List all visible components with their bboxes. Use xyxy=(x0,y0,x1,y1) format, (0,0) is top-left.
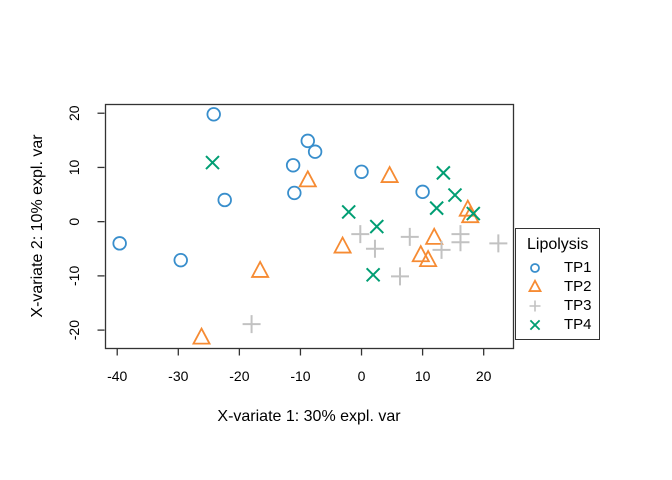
triangle-up-icon xyxy=(527,278,543,292)
point-tp2 xyxy=(191,326,212,345)
point-tp3 xyxy=(432,240,451,259)
x-icon xyxy=(529,319,541,330)
y-tick-label: -10 xyxy=(66,266,82,286)
point-tp3 xyxy=(365,239,384,258)
plot-border xyxy=(104,103,515,350)
point-tp1 xyxy=(287,185,302,201)
plus-icon xyxy=(529,300,541,311)
legend-plus-glyph xyxy=(529,300,541,311)
legend-title: Lipolysis xyxy=(527,236,589,253)
legend-item-label: TP3 xyxy=(564,297,592,314)
legend-circle-glyph xyxy=(530,262,540,273)
point-tp1 xyxy=(173,252,188,268)
legend-item-label: TP2 xyxy=(564,278,592,295)
legend-triangle-up-glyph xyxy=(527,278,543,292)
point-tp1 xyxy=(300,133,315,149)
y-tick-label: 10 xyxy=(66,159,82,175)
legend-item-tp1: TP1 xyxy=(516,258,599,277)
point-tp3 xyxy=(400,227,419,246)
point-tp4 xyxy=(436,165,451,181)
x-tick-label: -30 xyxy=(168,368,188,384)
point-tp1 xyxy=(415,184,430,200)
legend-item-label: TP4 xyxy=(564,316,592,333)
x-tick-label: -20 xyxy=(229,368,249,384)
legend-items: TP1 TP2 TP3 TP4 xyxy=(516,258,599,334)
x-axis-label: X-variate 1: 30% expl. var xyxy=(217,408,401,425)
legend-item-tp2: TP2 xyxy=(516,277,599,296)
point-tp4 xyxy=(466,206,481,221)
circle-icon xyxy=(530,262,540,273)
point-tp2 xyxy=(333,235,353,254)
point-tp1 xyxy=(307,144,323,159)
legend-item-label: TP1 xyxy=(564,259,592,276)
point-tp3 xyxy=(351,225,370,244)
point-tp4 xyxy=(447,187,463,203)
point-tp4 xyxy=(365,267,381,283)
legend-x-glyph xyxy=(529,319,541,330)
y-tick-label: 20 xyxy=(66,105,82,121)
point-tp1 xyxy=(285,158,301,173)
point-tp2 xyxy=(250,259,270,278)
point-tp4 xyxy=(429,200,444,216)
x-tick-label: 20 xyxy=(476,368,492,384)
point-tp2 xyxy=(424,226,444,245)
legend-item-tp4: TP4 xyxy=(516,315,599,334)
y-tick-label: -20 xyxy=(66,320,82,340)
point-tp2 xyxy=(411,244,431,263)
point-tp4 xyxy=(341,204,356,220)
x-tick-label: 10 xyxy=(415,368,431,384)
point-tp3 xyxy=(242,315,261,334)
point-tp2 xyxy=(418,249,438,268)
point-tp4 xyxy=(205,155,220,170)
point-tp1 xyxy=(112,236,127,251)
point-tp1 xyxy=(206,107,221,122)
legend-item-tp3: TP3 xyxy=(516,296,599,315)
y-axis-label: X-variate 2: 10% expl. var xyxy=(29,134,46,318)
point-tp2 xyxy=(458,198,478,217)
point-tp3 xyxy=(391,267,410,286)
x-tick-label: 0 xyxy=(358,368,366,384)
point-tp2 xyxy=(380,165,400,183)
point-tp1 xyxy=(217,192,232,208)
x-tick-label: -10 xyxy=(290,368,310,384)
point-tp4 xyxy=(369,219,385,234)
point-tp1 xyxy=(354,164,369,179)
x-tick-label: -40 xyxy=(107,368,127,384)
point-tp3 xyxy=(489,234,508,253)
legend-box: Lipolysis TP1 TP2 TP3 TP4 xyxy=(515,228,600,340)
point-tp3 xyxy=(451,233,470,252)
y-tick-label: 0 xyxy=(66,218,82,226)
point-tp2 xyxy=(298,169,318,188)
